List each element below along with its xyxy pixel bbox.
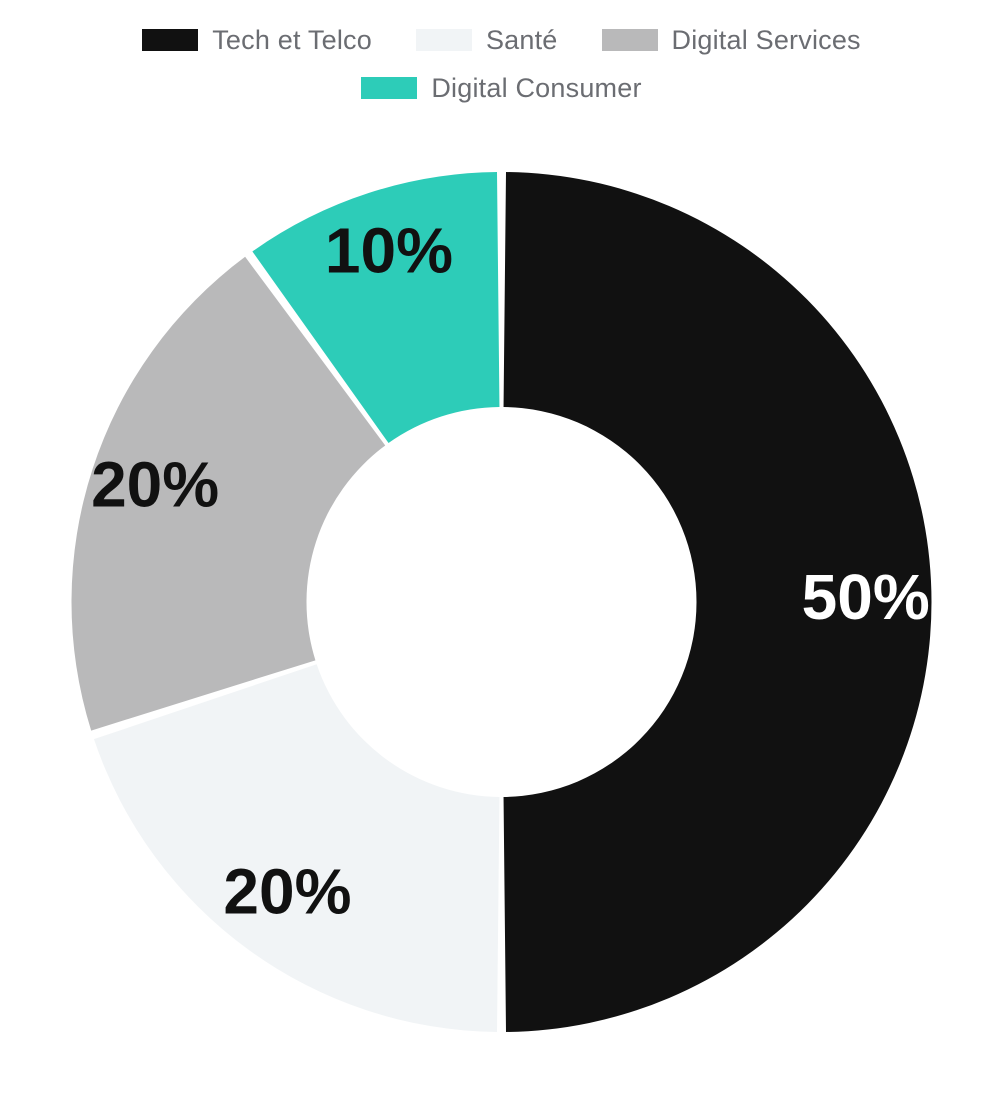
chart-legend: Tech et Telco Santé Digital Services Digita… xyxy=(0,16,1003,112)
slice-label: 10% xyxy=(325,215,453,287)
legend-item: Tech et Telco xyxy=(142,16,372,64)
legend-item: Santé xyxy=(416,16,558,64)
legend-item: Digital Services xyxy=(602,16,861,64)
slice-label: 20% xyxy=(223,856,351,928)
legend-swatch xyxy=(361,77,417,99)
donut-chart: 50% 20% 20% 10% xyxy=(0,132,1003,1072)
legend-item: Digital Consumer xyxy=(361,64,641,112)
legend-label: Tech et Telco xyxy=(212,16,372,64)
legend-row: Tech et Telco Santé Digital Services xyxy=(0,16,1003,64)
legend-label: Digital Services xyxy=(672,16,861,64)
legend-swatch xyxy=(142,29,198,51)
slice-label: 50% xyxy=(802,561,930,633)
slice-label: 20% xyxy=(91,448,219,520)
legend-row: Digital Consumer xyxy=(0,64,1003,112)
legend-swatch xyxy=(602,29,658,51)
legend-label: Santé xyxy=(486,16,558,64)
page: { "chart": { "type": "donut", "backgroun… xyxy=(0,0,1003,1098)
legend-label: Digital Consumer xyxy=(431,64,641,112)
chart-container: 50% 20% 20% 10% xyxy=(0,132,1003,1072)
donut-slice xyxy=(94,664,499,1032)
legend-swatch xyxy=(416,29,472,51)
